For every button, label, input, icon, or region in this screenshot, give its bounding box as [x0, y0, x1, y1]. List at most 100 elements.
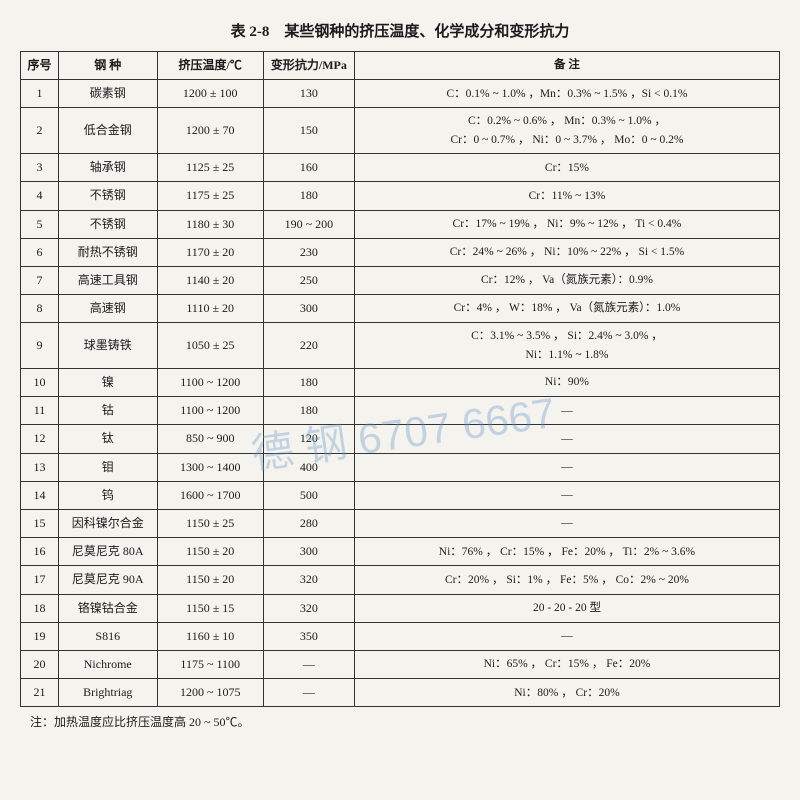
cell: 铬镍钴合金	[58, 594, 157, 622]
cell: Cr：11% ~ 13%	[354, 182, 779, 210]
cell: 碳素钢	[58, 80, 157, 108]
cell: 1100 ~ 1200	[157, 397, 263, 425]
table-row: 6耐热不锈钢1170 ± 20230Cr：24% ~ 26% ， Ni：10% …	[21, 238, 780, 266]
cell: 因科镍尔合金	[58, 510, 157, 538]
cell: 14	[21, 481, 59, 509]
table-row: 12钛850 ~ 900120—	[21, 425, 780, 453]
cell: Ni：65% ， Cr：15% ， Fe：20%	[354, 650, 779, 678]
cell: C：3.1% ~ 3.5% ， Si：2.4% ~ 3.0% ，Ni：1.1% …	[354, 323, 779, 369]
cell: —	[354, 453, 779, 481]
cell: 1175 ± 25	[157, 182, 263, 210]
cell: —	[354, 425, 779, 453]
cell: 1140 ± 20	[157, 266, 263, 294]
cell: C：0.1% ~ 1.0% ，Mn：0.3% ~ 1.5% ，Si < 0.1%	[354, 80, 779, 108]
table-row: 3轴承钢1125 ± 25160Cr：15%	[21, 154, 780, 182]
cell: 球墨铸铁	[58, 323, 157, 369]
cell: 400	[263, 453, 354, 481]
cell: 19	[21, 622, 59, 650]
header-row: 序号 钢 种 挤压温度/℃ 变形抗力/MPa 备 注	[21, 52, 780, 80]
cell: 1200 ~ 1075	[157, 679, 263, 707]
steel-table: 序号 钢 种 挤压温度/℃ 变形抗力/MPa 备 注 1碳素钢1200 ± 10…	[20, 51, 780, 707]
cell: 1200 ± 70	[157, 108, 263, 154]
cell: 尼莫尼克 80A	[58, 538, 157, 566]
cell: 17	[21, 566, 59, 594]
cell: —	[263, 650, 354, 678]
table-row: 10镍1100 ~ 1200180Ni：90%	[21, 369, 780, 397]
cell: 18	[21, 594, 59, 622]
cell: 9	[21, 323, 59, 369]
cell: 1160 ± 10	[157, 622, 263, 650]
cell: 2	[21, 108, 59, 154]
cell: 130	[263, 80, 354, 108]
table-body: 1碳素钢1200 ± 100130C：0.1% ~ 1.0% ，Mn：0.3% …	[21, 80, 780, 707]
table-row: 14钨1600 ~ 1700500—	[21, 481, 780, 509]
cell: 220	[263, 323, 354, 369]
table-row: 16尼莫尼克 80A1150 ± 20300Ni：76% ， Cr：15% ， …	[21, 538, 780, 566]
cell: 1150 ± 15	[157, 594, 263, 622]
table-row: 15因科镍尔合金1150 ± 25280—	[21, 510, 780, 538]
cell: 180	[263, 182, 354, 210]
cell: S816	[58, 622, 157, 650]
table-row: 18铬镍钴合金1150 ± 1532020 - 20 - 20 型	[21, 594, 780, 622]
cell: 280	[263, 510, 354, 538]
table-row: 21Brightriag1200 ~ 1075—Ni：80% ， Cr：20%	[21, 679, 780, 707]
col-temp: 挤压温度/℃	[157, 52, 263, 80]
cell: 轴承钢	[58, 154, 157, 182]
cell: 230	[263, 238, 354, 266]
table-row: 1碳素钢1200 ± 100130C：0.1% ~ 1.0% ，Mn：0.3% …	[21, 80, 780, 108]
cell: Cr：20% ， Si：1% ， Fe：5% ， Co：2% ~ 20%	[354, 566, 779, 594]
cell: —	[263, 679, 354, 707]
table-row: 7高速工具钢1140 ± 20250Cr：12% ， Va（氮族元素）：0.9%	[21, 266, 780, 294]
col-seq: 序号	[21, 52, 59, 80]
cell: 1150 ± 20	[157, 538, 263, 566]
cell: Cr：4% ， W：18% ， Va（氮族元素）：1.0%	[354, 295, 779, 323]
cell: 1300 ~ 1400	[157, 453, 263, 481]
table-row: 4不锈钢1175 ± 25180Cr：11% ~ 13%	[21, 182, 780, 210]
cell: 钨	[58, 481, 157, 509]
cell: 低合金钢	[58, 108, 157, 154]
cell: 1125 ± 25	[157, 154, 263, 182]
cell: 500	[263, 481, 354, 509]
table-row: 9球墨铸铁1050 ± 25220C：3.1% ~ 3.5% ， Si：2.4%…	[21, 323, 780, 369]
cell: Cr：17% ~ 19% ， Ni：9% ~ 12% ， Ti < 0.4%	[354, 210, 779, 238]
cell: 21	[21, 679, 59, 707]
col-res: 变形抗力/MPa	[263, 52, 354, 80]
cell: 镍	[58, 369, 157, 397]
col-type: 钢 种	[58, 52, 157, 80]
cell: 16	[21, 538, 59, 566]
cell: 300	[263, 538, 354, 566]
cell: —	[354, 622, 779, 650]
cell: Nichrome	[58, 650, 157, 678]
col-note: 备 注	[354, 52, 779, 80]
cell: 1050 ± 25	[157, 323, 263, 369]
cell: 180	[263, 397, 354, 425]
cell: 高速工具钢	[58, 266, 157, 294]
cell: 120	[263, 425, 354, 453]
table-row: 5不锈钢1180 ± 30190 ~ 200Cr：17% ~ 19% ， Ni：…	[21, 210, 780, 238]
cell: 1200 ± 100	[157, 80, 263, 108]
table-row: 11钴1100 ~ 1200180—	[21, 397, 780, 425]
table-title: 表 2-8 某些钢种的挤压温度、化学成分和变形抗力	[20, 20, 780, 41]
table-row: 8高速钢1110 ± 20300Cr：4% ， W：18% ， Va（氮族元素）…	[21, 295, 780, 323]
cell: 10	[21, 369, 59, 397]
cell: 高速钢	[58, 295, 157, 323]
cell: 1170 ± 20	[157, 238, 263, 266]
cell: 8	[21, 295, 59, 323]
cell: Brightriag	[58, 679, 157, 707]
table-row: 20Nichrome1175 ~ 1100—Ni：65% ， Cr：15% ， …	[21, 650, 780, 678]
cell: Ni：80% ， Cr：20%	[354, 679, 779, 707]
cell: 钛	[58, 425, 157, 453]
cell: 250	[263, 266, 354, 294]
cell: 20 - 20 - 20 型	[354, 594, 779, 622]
cell: 1	[21, 80, 59, 108]
cell: 15	[21, 510, 59, 538]
cell: 1110 ± 20	[157, 295, 263, 323]
cell: 12	[21, 425, 59, 453]
cell: 尼莫尼克 90A	[58, 566, 157, 594]
cell: C：0.2% ~ 0.6% ， Mn：0.3% ~ 1.0% ，Cr：0 ~ 0…	[354, 108, 779, 154]
cell: 20	[21, 650, 59, 678]
cell: 6	[21, 238, 59, 266]
cell: Ni：90%	[354, 369, 779, 397]
cell: 1600 ~ 1700	[157, 481, 263, 509]
cell: 5	[21, 210, 59, 238]
